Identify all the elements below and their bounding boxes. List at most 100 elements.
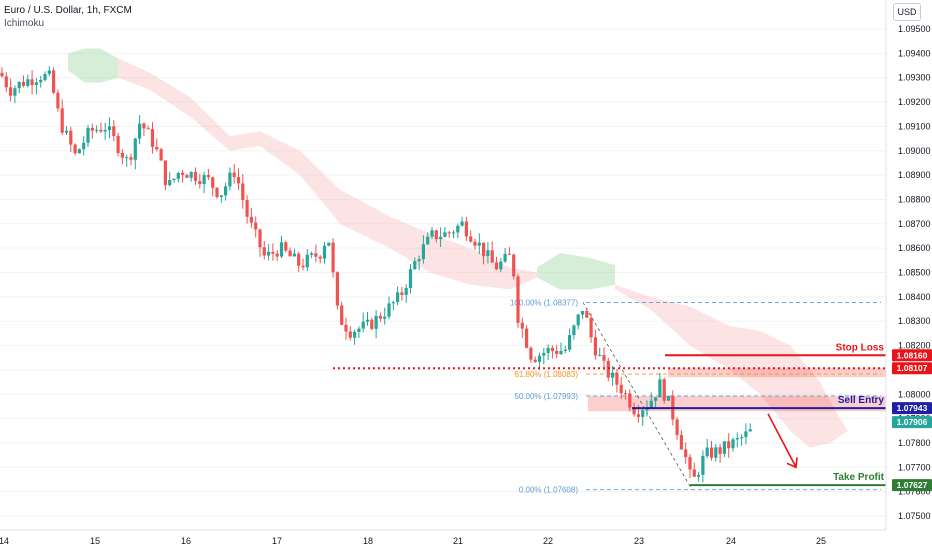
candle-body bbox=[168, 180, 172, 186]
y-tick-label: 1.07800 bbox=[898, 438, 931, 448]
candle-body bbox=[13, 88, 17, 96]
candle-body bbox=[56, 92, 60, 109]
candle-body bbox=[434, 230, 438, 240]
fib-trend-line bbox=[582, 302, 693, 490]
candle-body bbox=[512, 254, 516, 277]
candle-body bbox=[189, 172, 193, 178]
candle-body bbox=[413, 261, 417, 270]
candle-body bbox=[550, 347, 554, 351]
candle-body bbox=[357, 328, 361, 332]
fib-level-label: 0.00% (1.07608) bbox=[519, 486, 578, 495]
candle-body bbox=[537, 355, 542, 362]
candle-body bbox=[658, 379, 662, 398]
candle-body bbox=[396, 292, 400, 303]
candle-body bbox=[133, 138, 137, 160]
candle-body bbox=[494, 262, 499, 270]
candle-body bbox=[271, 251, 275, 254]
candle-body bbox=[43, 73, 47, 80]
candle-body bbox=[383, 316, 387, 319]
candle-body bbox=[546, 347, 550, 353]
candle-body bbox=[460, 221, 464, 226]
candle-body bbox=[451, 232, 456, 234]
x-tick-label: 15 bbox=[90, 536, 100, 546]
candle-body bbox=[236, 177, 241, 184]
candle-body bbox=[82, 142, 86, 150]
candle-body bbox=[735, 437, 739, 440]
candle-body bbox=[598, 355, 602, 357]
y-tick-label: 1.07500 bbox=[898, 511, 931, 521]
candle-body bbox=[439, 236, 443, 240]
candle-body bbox=[39, 79, 43, 83]
candle-body bbox=[443, 232, 447, 237]
candle-body bbox=[555, 350, 559, 354]
candle-body bbox=[641, 410, 645, 417]
candle-body bbox=[589, 317, 593, 338]
bull-cloud bbox=[537, 253, 615, 290]
candle-body bbox=[159, 149, 163, 161]
candle-body bbox=[408, 269, 413, 289]
candle-body bbox=[361, 321, 365, 329]
candle-body bbox=[619, 384, 623, 394]
candle-body bbox=[503, 253, 507, 262]
candle-body bbox=[387, 303, 391, 317]
candle-body bbox=[219, 195, 223, 198]
candle-body bbox=[623, 393, 628, 395]
candle-body bbox=[185, 175, 189, 178]
candle-body bbox=[606, 360, 610, 378]
candle-body bbox=[559, 350, 563, 354]
y-tick-label: 1.09000 bbox=[898, 146, 931, 156]
price-axis: 1.09500 1.09400 1.09300 1.09200 1.09100 1.090… bbox=[885, 0, 932, 530]
candle-body bbox=[628, 393, 632, 408]
y-tick-label: 1.09500 bbox=[898, 24, 931, 34]
y-tick-label: 1.08000 bbox=[898, 389, 931, 399]
candle-body bbox=[279, 242, 284, 257]
candle-body bbox=[714, 447, 718, 458]
candles bbox=[0, 66, 752, 483]
candle-body bbox=[21, 81, 26, 86]
candle-body bbox=[374, 315, 378, 329]
time-axis: 14 15 16 17 18 21 22 23 24 25 bbox=[0, 529, 886, 546]
bear-cloud bbox=[615, 284, 848, 448]
candle-body bbox=[697, 474, 701, 477]
candle-body bbox=[365, 319, 370, 322]
candle-body bbox=[138, 123, 142, 139]
fibonacci-retracement: 100.00% (1.08377) 61.80% (1.08083) 50.00% … bbox=[510, 298, 881, 495]
bull-cloud bbox=[68, 48, 118, 83]
candle-body bbox=[310, 253, 314, 255]
candle-body bbox=[340, 305, 344, 325]
candle-body bbox=[740, 437, 744, 439]
candle-body bbox=[727, 441, 731, 449]
candle-body bbox=[254, 222, 258, 230]
resistance-zone bbox=[668, 368, 886, 378]
x-tick-label: 25 bbox=[816, 536, 826, 546]
candle-body bbox=[193, 172, 198, 181]
y-tick-label: 1.07600 bbox=[898, 487, 931, 497]
sell-entry-label: Sell Entry bbox=[838, 395, 885, 406]
candle-body bbox=[176, 172, 180, 179]
candle-body bbox=[198, 180, 202, 185]
candle-body bbox=[107, 126, 112, 131]
candle-body bbox=[585, 310, 589, 318]
currency-button[interactable]: USD bbox=[893, 3, 921, 21]
fib-level-label: 61.80% (1.08083) bbox=[514, 370, 578, 379]
indicator-label: Ichimoku bbox=[4, 18, 45, 29]
candle-body bbox=[112, 126, 116, 136]
y-tick-label: 1.09300 bbox=[898, 73, 931, 83]
candle-body bbox=[649, 400, 653, 408]
candle-body bbox=[60, 108, 64, 133]
stop-loss-label: Stop Loss bbox=[836, 342, 885, 353]
candle-body bbox=[576, 314, 580, 326]
candle-body bbox=[232, 172, 236, 178]
candle-body bbox=[499, 261, 503, 270]
bear-cloud bbox=[118, 58, 537, 290]
sell-entry-badge bbox=[892, 402, 932, 415]
candle-body bbox=[568, 335, 572, 350]
candle-body bbox=[490, 250, 494, 263]
down-arrow-icon bbox=[767, 413, 797, 468]
candle-body bbox=[486, 250, 490, 257]
candle-body bbox=[258, 229, 262, 248]
candle-body bbox=[426, 236, 430, 245]
support-badge-text: 1.08107 bbox=[897, 363, 928, 373]
y-tick-label: 1.08200 bbox=[898, 341, 931, 351]
